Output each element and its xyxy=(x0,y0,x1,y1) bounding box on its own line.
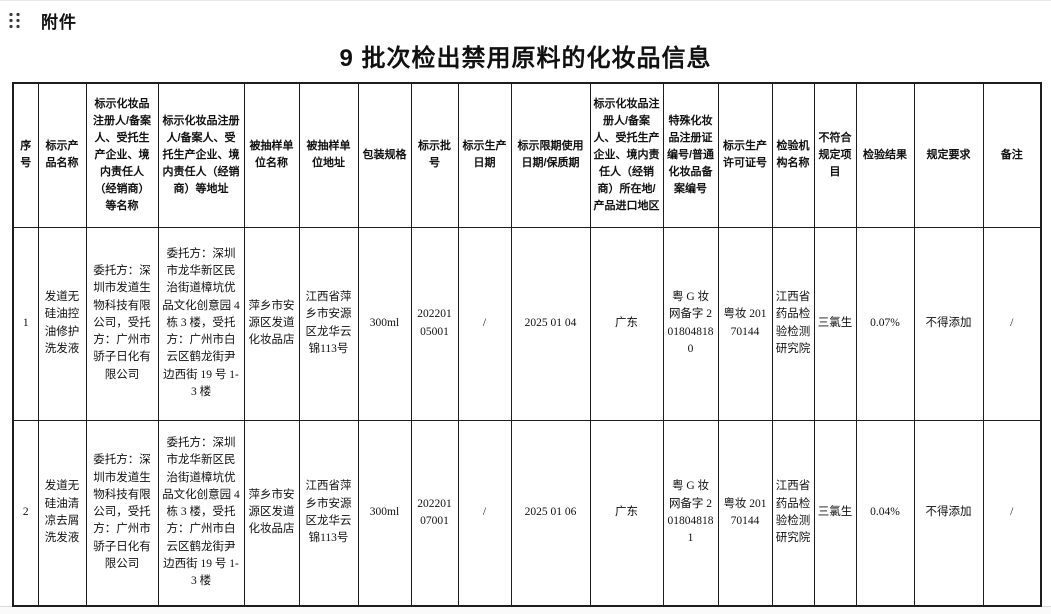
page-header: 附件 xyxy=(0,1,1051,32)
table-row-2: 2 发道无硅油清凉去屑洗发液 委托方：深圳市发道生物科技有限公司，受托方：广州市骄子… xyxy=(12,419,1042,607)
cell-r1-c5: 萍乡市安源区发道化妆品店 xyxy=(243,226,300,421)
cell-r1-c15: 三氯生 xyxy=(813,226,857,421)
cell-r2-c4: 委托方：深圳市龙华新区民治街道樟坑优品文化创意园 4 栋 3 楼，受托方：广州市… xyxy=(157,419,245,607)
column-header-13: 标示生产许可证号 xyxy=(717,82,773,228)
column-header-1: 序号 xyxy=(12,82,39,228)
cell-r2-c18: / xyxy=(982,419,1042,607)
cell-r1-c10: 2025 01 04 xyxy=(510,226,591,421)
cell-r2-c11: 广东 xyxy=(589,419,664,607)
cell-r1-c9: / xyxy=(457,226,512,421)
cell-r2-c13: 粤妆 20170144 xyxy=(717,419,773,607)
column-header-17: 规定要求 xyxy=(913,82,984,228)
column-header-11: 标示化妆品注册人/备案人、受托生产企业、境内责任人（经销商）所在地/产品进口地区 xyxy=(589,82,664,228)
column-header-10: 标示限期使用日期/保质期 xyxy=(510,82,591,228)
cell-r2-c2: 发道无硅油清凉去屑洗发液 xyxy=(37,419,87,607)
column-header-18: 备注 xyxy=(982,82,1042,228)
cell-r2-c17: 不得添加 xyxy=(913,419,984,607)
cell-r1-c7: 300ml xyxy=(357,226,412,421)
cell-r1-c4: 委托方：深圳市龙华新区民治街道樟坑优品文化创意园 4 栋 3 楼，受托方：广州市… xyxy=(157,226,245,421)
table-row-1: 1 发道无硅油控油修护洗发液 委托方：深圳市发道生物科技有限公司，受托方：广州市骄子… xyxy=(12,226,1042,421)
cell-r2-c12: 粤 G 妆网备字 2018048181 xyxy=(662,419,719,607)
column-header-6: 被抽样单位地址 xyxy=(298,82,359,228)
column-header-15: 不符合规定项目 xyxy=(813,82,857,228)
column-header-9: 标示生产日期 xyxy=(457,82,512,228)
cell-r2-c1: 2 xyxy=(12,419,39,607)
drag-handle-icon[interactable] xyxy=(8,12,22,30)
header-row: 序号 标示产品名称 标示化妆品注册人/备案人、受托生产企业、境内责任人（经销商）等名… xyxy=(12,82,1042,228)
column-header-7: 包装规格 xyxy=(357,82,412,228)
cell-r1-c2: 发道无硅油控油修护洗发液 xyxy=(37,226,87,421)
attachment-label: 附件 xyxy=(41,13,77,32)
cell-r1-c12: 粤 G 妆网备字 2018048180 xyxy=(662,226,719,421)
cell-r1-c16: 0.07% xyxy=(855,226,915,421)
table-body: 1 发道无硅油控油修护洗发液 委托方：深圳市发道生物科技有限公司，受托方：广州市骄子… xyxy=(12,226,1042,607)
column-header-4: 标示化妆品注册人/备案人、受托生产企业、境内责任人（经销商）等地址 xyxy=(157,82,245,228)
cell-r2-c3: 委托方：深圳市发道生物科技有限公司，受托方：广州市骄子日化有限公司 xyxy=(85,419,159,607)
cell-r2-c8: 20220107001 xyxy=(410,419,459,607)
cell-r2-c14: 江西省药品检验检测研究院 xyxy=(771,419,815,607)
cell-r1-c8: 20220105001 xyxy=(410,226,459,421)
cell-r2-c6: 江西省萍乡市安源区龙华云锦113号 xyxy=(298,419,359,607)
cell-r1-c1: 1 xyxy=(12,226,39,421)
drag-handle-dots-icon xyxy=(9,12,20,29)
cell-r2-c9: / xyxy=(457,419,512,607)
column-header-16: 检验结果 xyxy=(855,82,915,228)
column-header-5: 被抽样单位名称 xyxy=(243,82,300,228)
cell-r2-c5: 萍乡市安源区发道化妆品店 xyxy=(243,419,300,607)
cell-r2-c15: 三氯生 xyxy=(813,419,857,607)
cell-r2-c7: 300ml xyxy=(357,419,412,607)
cell-r1-c3: 委托方：深圳市发道生物科技有限公司，受托方：广州市骄子日化有限公司 xyxy=(85,226,159,421)
cell-r1-c13: 粤妆 20170144 xyxy=(717,226,773,421)
cosmetics-info-table: 序号 标示产品名称 标示化妆品注册人/备案人、受托生产企业、境内责任人（经销商）等名… xyxy=(12,82,1042,607)
column-header-8: 标示批号 xyxy=(410,82,459,228)
cell-r1-c11: 广东 xyxy=(589,226,664,421)
cell-r2-c10: 2025 01 06 xyxy=(510,419,591,607)
column-header-12: 特殊化妆品注册证编号/普通化妆品备案编号 xyxy=(662,82,719,228)
column-header-3: 标示化妆品注册人/备案人、受托生产企业、境内责任人（经销商）等名称 xyxy=(85,82,159,228)
document-title: 9 批次检出禁用原料的化妆品信息 xyxy=(339,45,712,72)
column-header-2: 标示产品名称 xyxy=(37,82,87,228)
table-header: 序号 标示产品名称 标示化妆品注册人/备案人、受托生产企业、境内责任人（经销商）等名… xyxy=(12,82,1042,228)
column-header-14: 检验机构名称 xyxy=(771,82,815,228)
cell-r1-c17: 不得添加 xyxy=(913,226,984,421)
cell-r1-c6: 江西省萍乡市安源区龙华云锦113号 xyxy=(298,226,359,421)
cell-r1-c18: / xyxy=(982,226,1042,421)
cell-r2-c16: 0.04% xyxy=(855,419,915,607)
cell-r1-c14: 江西省药品检验检测研究院 xyxy=(771,226,815,421)
